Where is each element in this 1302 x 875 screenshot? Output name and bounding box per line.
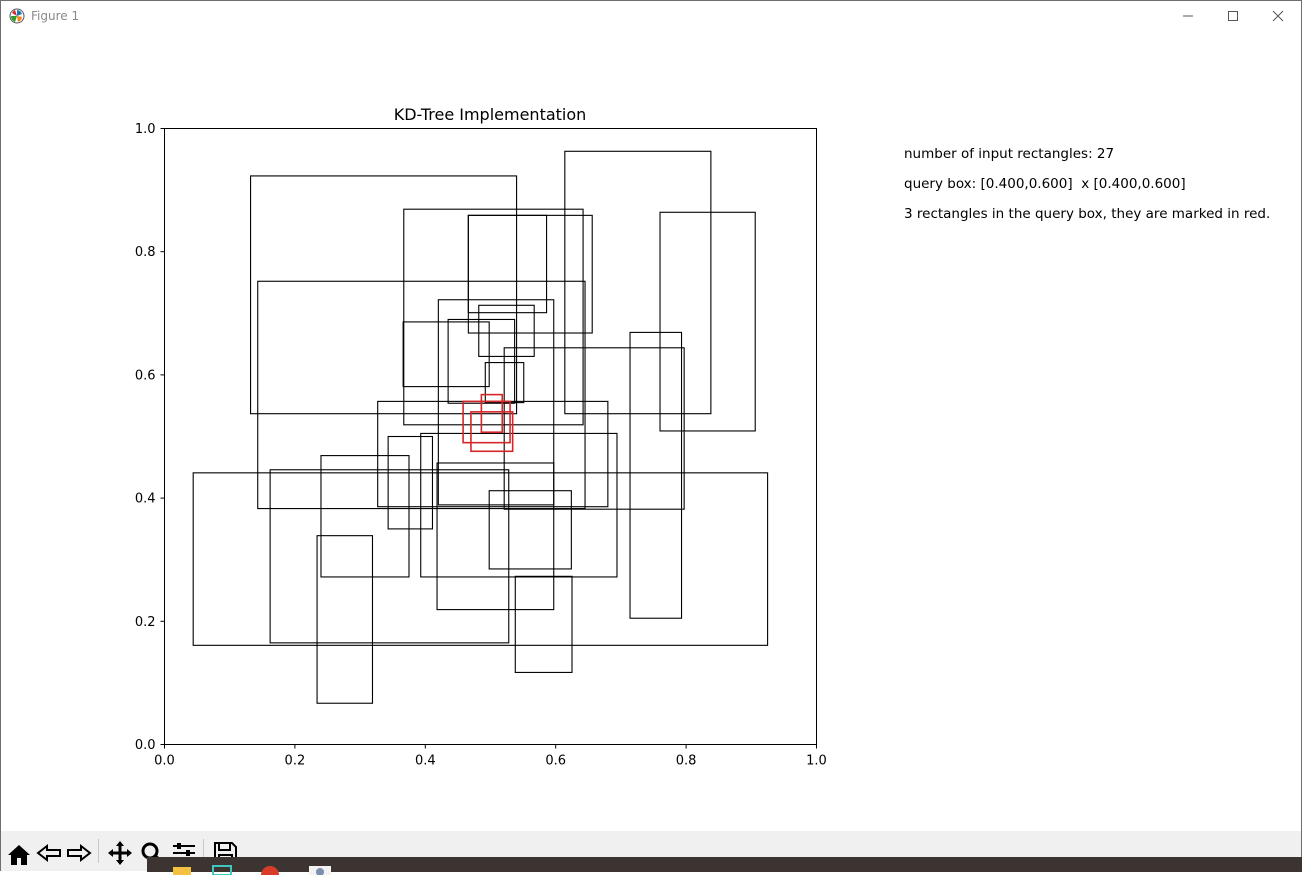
window-title: Figure 1 — [31, 9, 80, 23]
x-tick-label: 0.0 — [154, 754, 175, 769]
y-axis: 0.0 0.2 0.4 0.6 0.8 1.0 — [135, 122, 165, 753]
maximize-icon — [1228, 11, 1238, 21]
query-rectangle-25 — [480, 393, 504, 433]
rectangle-4 — [467, 214, 548, 314]
back-icon — [36, 843, 61, 863]
x-tick-label: 0.2 — [285, 754, 306, 769]
rectangle-8 — [478, 304, 535, 357]
y-tick-label: 0.0 — [135, 738, 156, 753]
rectangle-18 — [269, 469, 510, 644]
rectangle-12 — [503, 347, 685, 510]
y-tick-label: 0.8 — [135, 245, 156, 260]
rectangle-16 — [420, 432, 618, 578]
rectangle-1 — [564, 150, 712, 415]
forward-button[interactable] — [65, 839, 93, 867]
input-count-text: number of input rectangles: 27 — [904, 146, 1115, 162]
x-axis: 0.0 0.2 0.4 0.6 0.8 1.0 — [154, 744, 827, 769]
pan-icon — [108, 841, 132, 865]
rectangles-layer — [192, 150, 769, 704]
pan-button[interactable] — [106, 839, 134, 867]
rectangle-5 — [659, 211, 756, 432]
rectangle-23 — [514, 575, 573, 673]
home-icon — [8, 845, 30, 865]
minimize-button[interactable] — [1165, 1, 1211, 31]
rectangle-20 — [436, 462, 555, 611]
plot-canvas: KD-Tree Implementation 0.0 0.2 0.4 0.6 0.8 1.… — [135, 105, 827, 769]
forward-icon — [67, 843, 92, 863]
x-tick-label: 0.6 — [545, 754, 566, 769]
file-explorer-icon[interactable] — [171, 865, 193, 875]
rectangle-17 — [192, 472, 769, 646]
x-tick-label: 1.0 — [806, 754, 827, 769]
query-result-text: 3 rectangles in the query box, they are … — [904, 206, 1271, 222]
x-tick-label: 0.8 — [676, 754, 697, 769]
toolbar-separator — [98, 839, 99, 863]
title-bar: Figure 1 — [1, 1, 1301, 31]
y-tick-label: 0.6 — [135, 368, 156, 383]
query-rectangle-26 — [470, 411, 514, 453]
query-box-text: query box: [0.400,0.600] x [0.400,0.600] — [904, 176, 1186, 192]
taskbar — [147, 857, 1302, 875]
y-tick-label: 0.2 — [135, 615, 156, 630]
y-tick-label: 0.4 — [135, 492, 156, 507]
toolbar-separator — [203, 839, 204, 863]
browser-icon[interactable] — [259, 865, 281, 875]
y-tick-label: 1.0 — [135, 122, 156, 137]
minimize-icon — [1183, 15, 1193, 17]
python-figure-icon[interactable] — [307, 865, 333, 875]
maximize-button[interactable] — [1210, 1, 1256, 31]
matplotlib-icon — [9, 8, 25, 24]
query-rectangle-24 — [462, 400, 511, 444]
home-button[interactable] — [5, 839, 33, 867]
rectangle-7 — [437, 299, 555, 506]
axes-frame — [164, 128, 817, 745]
rectangle-13 — [629, 331, 683, 619]
x-tick-label: 0.4 — [415, 754, 436, 769]
rectangle-15 — [387, 435, 434, 530]
chart-title: KD-Tree Implementation — [394, 105, 587, 124]
rectangle-22 — [316, 535, 374, 704]
rectangle-0 — [250, 175, 518, 415]
back-button[interactable] — [35, 839, 63, 867]
rectangle-6 — [257, 280, 586, 510]
rectangle-9 — [402, 321, 490, 388]
rectangle-3 — [467, 214, 593, 334]
close-button[interactable] — [1255, 1, 1301, 31]
rectangle-19 — [320, 455, 410, 578]
rectangle-21 — [488, 490, 572, 570]
close-icon — [1272, 10, 1284, 22]
editor-icon[interactable] — [211, 865, 233, 875]
rectangle-2 — [403, 208, 584, 426]
